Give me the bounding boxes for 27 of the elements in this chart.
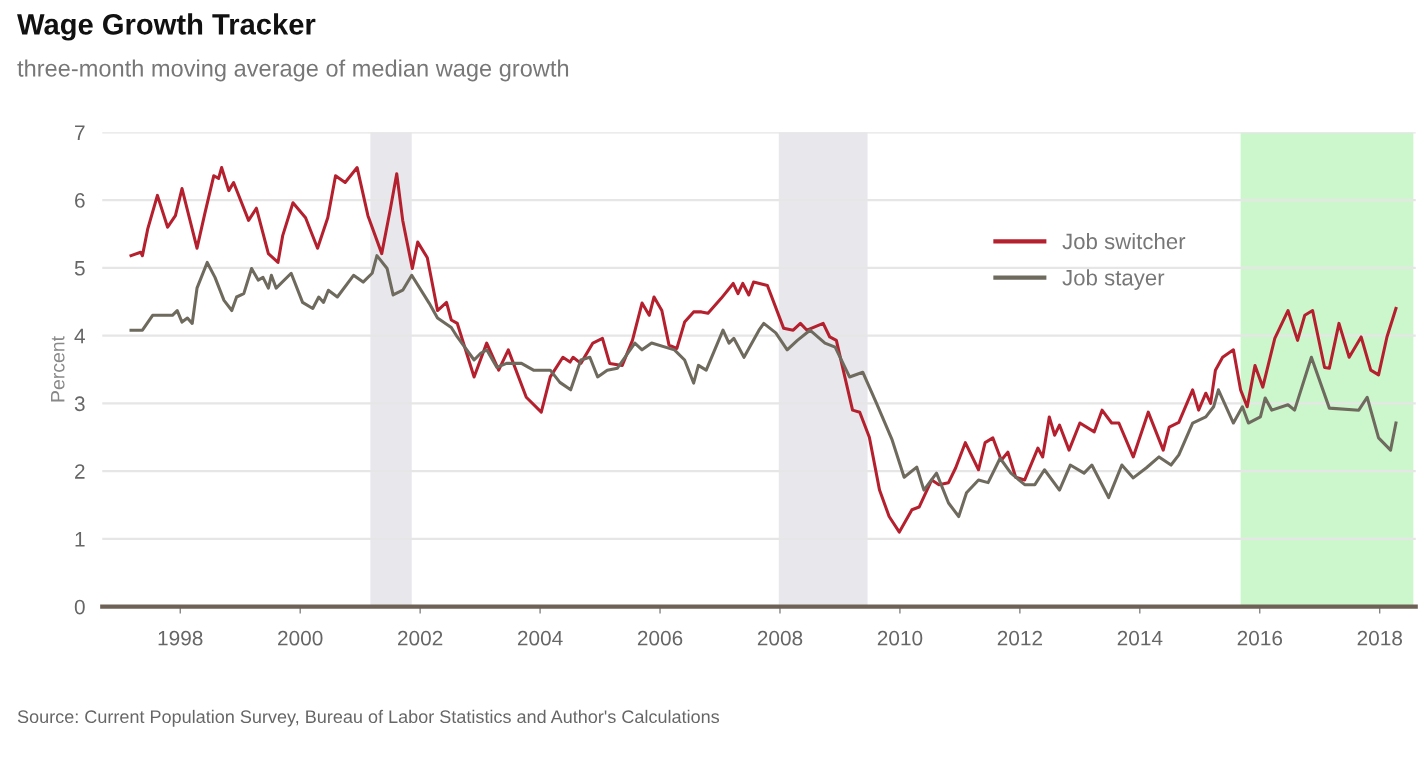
y-axis-title: Percent bbox=[51, 336, 65, 402]
x-tick-label: 1998 bbox=[158, 630, 203, 646]
x-tick-label: 2008 bbox=[757, 630, 803, 646]
x-tick-label: 2004 bbox=[517, 630, 563, 646]
y-tick-label: 5 bbox=[74, 261, 85, 276]
x-tick-label: 2010 bbox=[877, 630, 923, 646]
x-tick-label: 2006 bbox=[637, 630, 683, 646]
x-tick-label: 2012 bbox=[997, 630, 1043, 646]
x-tick-label: 2014 bbox=[1117, 630, 1163, 646]
y-tick-label: 1 bbox=[75, 532, 85, 547]
x-tick-label: 2016 bbox=[1237, 630, 1283, 646]
chart-subtitle: three-month moving average of median wage growth bbox=[17, 59, 569, 82]
y-tick-label: 7 bbox=[75, 125, 85, 140]
chart-title: Wage Growth Tracker bbox=[17, 13, 316, 41]
y-tick-label: 6 bbox=[75, 193, 85, 208]
legend-label: Job switcher bbox=[1062, 232, 1186, 250]
y-tick-label: 4 bbox=[74, 328, 85, 344]
line-series bbox=[129, 254, 1398, 519]
line-series bbox=[129, 166, 1398, 534]
source-note: Source: Current Population Survey, Bureau of Labor Statistics and Author's Calculations bbox=[17, 709, 720, 727]
y-tick-label: 3 bbox=[74, 396, 85, 412]
y-tick-label: 0 bbox=[74, 599, 85, 615]
legend-label: Job stayer bbox=[1062, 269, 1165, 290]
y-tick-label: 2 bbox=[75, 464, 85, 479]
x-tick-label: 2018 bbox=[1357, 630, 1403, 646]
x-tick-label: 2002 bbox=[398, 630, 443, 646]
x-tick-label: 2000 bbox=[278, 630, 323, 646]
